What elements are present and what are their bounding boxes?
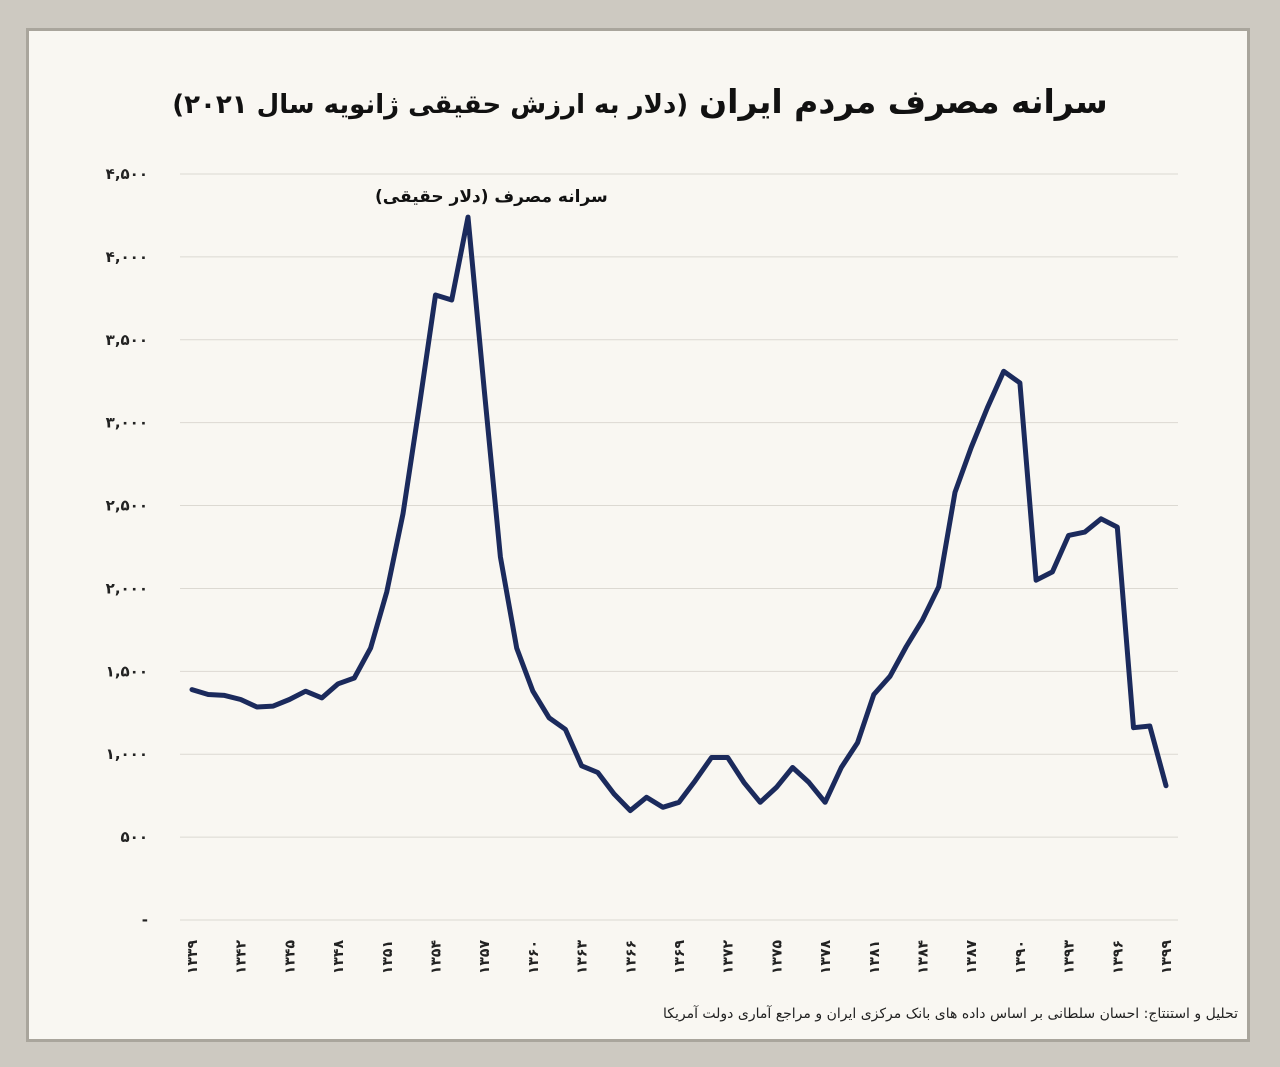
- y-tick-label: ۵۰۰: [121, 828, 148, 846]
- y-axis-ticks: - ۵۰۰ ۱,۰۰۰ ۱,۵۰۰ ۲,۰۰۰ ۲,۵۰۰ ۳,۰۰۰ ۳,۵۰۰ ۴,۰۰۰ ۴…: [106, 165, 148, 929]
- x-tick-label: ۱۳۷۲: [721, 940, 737, 975]
- x-tick-label: ۱۳۸۷: [964, 940, 980, 975]
- y-tick-label: -: [142, 911, 148, 929]
- x-tick-label: ۱۳۹۰: [1013, 940, 1029, 974]
- y-tick-label: ۲,۰۰۰: [106, 579, 148, 597]
- series-line: [192, 217, 1166, 811]
- x-tick-label: ۱۳۶۹: [672, 940, 688, 975]
- x-tick-label: ۱۳۳۹: [185, 940, 201, 975]
- x-tick-label: ۱۳۷۵: [769, 940, 785, 975]
- source-note: تحلیل و استنتاج: احسان سلطانی بر اساس دا…: [663, 1006, 1238, 1022]
- x-tick-label: ۱۳۸۴: [916, 940, 932, 975]
- x-tick-label: ۱۳۹۳: [1062, 940, 1078, 975]
- x-axis-ticks: ۱۳۳۹ ۱۳۴۲ ۱۳۴۵ ۱۳۴۸ ۱۳۵۱ ۱۳۵۴ ۱۳۵۷ ۱۳۶۰ ۱۳۶۳ ۱۳۶۶…: [185, 940, 1175, 975]
- y-tick-label: ۱,۰۰۰: [106, 745, 148, 763]
- x-tick-label: ۱۳۹۹: [1159, 940, 1175, 975]
- y-tick-label: ۴,۰۰۰: [106, 248, 148, 266]
- y-tick-label: ۲,۵۰۰: [106, 497, 148, 515]
- gridlines: [180, 174, 1178, 920]
- x-tick-label: ۱۳۵۷: [477, 940, 493, 975]
- y-axis-label: سرانه مصرف (دلار حقیقی): [375, 187, 608, 207]
- x-tick-label: ۱۳۴۵: [282, 940, 298, 975]
- y-tick-label: ۱,۵۰۰: [106, 662, 148, 680]
- y-tick-label: ۴,۵۰۰: [106, 165, 148, 183]
- x-tick-label: ۱۳۹۶: [1110, 940, 1126, 974]
- y-tick-label: ۳,۵۰۰: [106, 331, 148, 349]
- x-tick-label: ۱۳۶۶: [623, 940, 639, 974]
- x-tick-label: ۱۳۶۰: [526, 940, 542, 974]
- series-layer: [192, 217, 1166, 811]
- x-tick-label: ۱۳۴۲: [234, 940, 250, 975]
- x-tick-label: ۱۳۸۱: [867, 940, 883, 974]
- y-tick-label: ۳,۰۰۰: [106, 414, 148, 432]
- x-tick-label: ۱۳۷۸: [818, 940, 834, 975]
- x-tick-label: ۱۳۶۳: [575, 940, 591, 975]
- x-tick-label: ۱۳۴۸: [331, 940, 347, 975]
- x-tick-label: ۱۳۵۱: [380, 940, 396, 974]
- x-tick-label: ۱۳۵۴: [429, 940, 445, 975]
